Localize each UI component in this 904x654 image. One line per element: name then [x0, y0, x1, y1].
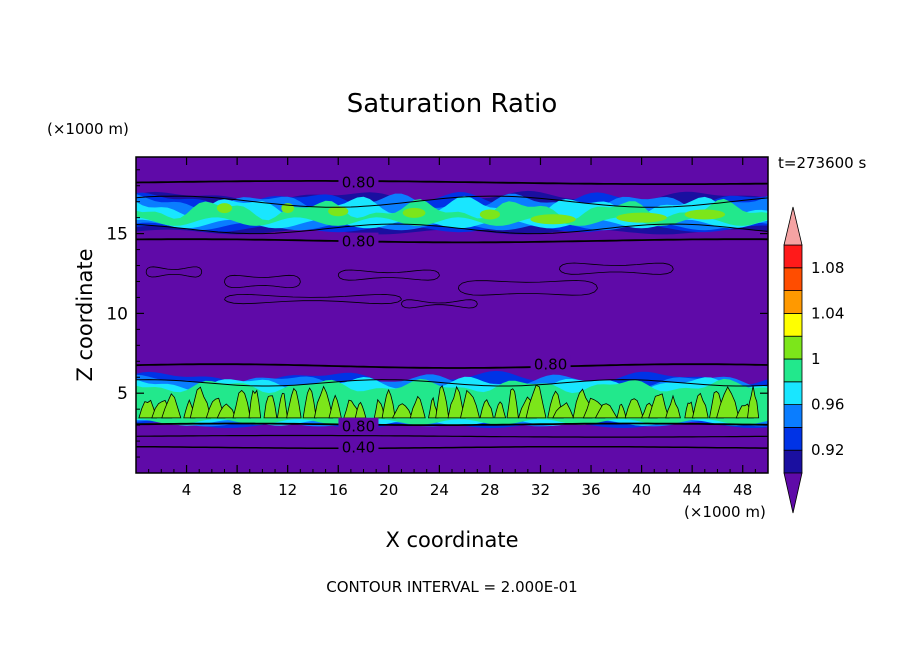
colorbar-swatch — [783, 290, 803, 314]
upper-layer-green-patch — [216, 203, 233, 214]
x-tick-label: 4 — [182, 481, 192, 499]
lower-layer-green-cell — [494, 401, 507, 419]
colorbar-label: 0.92 — [811, 441, 844, 459]
contour-line-0.60 — [136, 434, 768, 438]
lower-layer-green-cell — [161, 393, 182, 419]
x-units-label: (×1000 m) — [684, 503, 766, 521]
chart-title: Saturation Ratio — [347, 89, 558, 119]
lower-layer-green-cell — [692, 392, 709, 419]
contour-label: 0.80 — [342, 233, 375, 251]
x-tick-label: 24 — [430, 481, 449, 499]
contour-loop — [224, 274, 301, 289]
colorbar-swatch — [783, 381, 803, 405]
contour-label-bg — [338, 417, 379, 434]
upper-layer-green-patch — [402, 207, 426, 218]
lower-layer-green-cell — [459, 389, 481, 419]
colorbar-label: 1.04 — [811, 304, 844, 322]
lower-layer-green-cell — [747, 385, 760, 419]
contour-line-upper-layer-bottom — [136, 223, 768, 235]
x-tick-label: 8 — [232, 481, 242, 499]
upper-layer-green-patch — [616, 212, 667, 223]
lower-layer-green-cell — [354, 401, 367, 419]
lower-layer-green-cell — [409, 395, 426, 419]
lower-layer-green-cell — [552, 402, 575, 419]
contour-plot-area — [135, 156, 769, 474]
x-axis-label: X coordinate — [385, 528, 518, 552]
lower-layer-green-cell — [506, 388, 519, 419]
colorbar-swatch — [783, 335, 803, 360]
lower-layer-green-cell — [286, 387, 302, 419]
lower-layer-green-cell — [479, 398, 494, 419]
colorbar-swatch — [783, 312, 803, 337]
contour-label: 0.80 — [534, 355, 567, 373]
lower-layer-green-cell — [525, 384, 547, 419]
x-tick-label: 28 — [480, 481, 499, 499]
contour-line-lower-layer-top — [136, 379, 768, 387]
x-tick-label: 12 — [278, 481, 297, 499]
colorbar-under-triangle — [783, 472, 803, 514]
contour-line-0.80-upper — [136, 238, 768, 244]
y-tick-label: 5 — [117, 384, 128, 404]
lower-layer-green-cell — [665, 394, 681, 419]
colorbar-over-triangle — [783, 206, 803, 246]
colorbar-swatch — [783, 449, 803, 474]
contour-label-bg — [338, 173, 379, 190]
upper-layer-green-patch — [479, 209, 501, 220]
lower-layer-green-cell — [263, 395, 278, 419]
x-tick-label: 16 — [329, 481, 348, 499]
contour-line-0.80-base — [136, 422, 768, 427]
x-tick-label: 48 — [733, 481, 752, 499]
colorbar-swatch — [783, 267, 803, 291]
colorbar-label: 1 — [811, 350, 821, 368]
contour-line-0.80-lower — [136, 363, 768, 369]
contour-line-upper-layer — [136, 195, 768, 208]
x-tick-label: 40 — [632, 481, 651, 499]
upper-layer-green-patch — [530, 214, 576, 225]
y-axis-label: Z coordinate — [73, 248, 97, 381]
contour-label: 0.80 — [342, 418, 375, 436]
lower-layer-green-cell — [248, 389, 262, 419]
contour-loop — [337, 269, 440, 281]
contour-loop — [401, 299, 478, 309]
x-axis: 4 8 12 16 20 24 28 32 36 40 44 48 — [148, 157, 756, 499]
time-label: t=273600 s — [778, 154, 866, 172]
colorbar-label: 1.08 — [811, 259, 844, 277]
upper-layer-aqua-green — [136, 198, 768, 226]
contour-line-0.80-top — [136, 179, 768, 186]
contour-interval-note: CONTOUR INTERVAL = 2.000E-01 — [326, 578, 577, 596]
upper-layer-cyan — [136, 195, 768, 229]
colorbar: 0.92 0.96 1 1.04 1.08 — [783, 206, 844, 514]
colorbar-swatch — [783, 404, 803, 428]
contour-labels: 0.80 0.80 0.80 0.80 0.40 — [338, 173, 571, 456]
contour-loop — [145, 266, 203, 278]
contour-label: 0.40 — [342, 438, 375, 456]
colorbar-label: 0.96 — [811, 396, 844, 414]
x-tick-label: 20 — [379, 481, 398, 499]
x-tick-label: 32 — [531, 481, 550, 499]
x-tick-label: 44 — [683, 481, 702, 499]
y-tick-label: 10 — [106, 304, 128, 324]
lower-layer-green-cell — [328, 394, 342, 419]
contour-label: 0.80 — [342, 174, 375, 192]
y-units-label: (×1000 m) — [47, 120, 129, 138]
upper-layer-green-patch — [684, 209, 726, 220]
upper-layer-green-patch — [328, 206, 349, 217]
contour-label-bg — [338, 232, 379, 249]
contour-loop — [559, 262, 674, 275]
lower-layer-green-cell — [594, 403, 618, 419]
y-axis: 5 10 15 — [106, 169, 768, 458]
colorbar-swatch — [783, 244, 803, 269]
colorbar-swatch — [783, 426, 803, 451]
contour-loop — [224, 293, 402, 305]
y-tick-label: 15 — [106, 225, 128, 245]
x-tick-label: 36 — [581, 481, 600, 499]
contour-label-bg — [338, 438, 379, 455]
contour-loop — [457, 280, 598, 296]
colorbar-swatch — [783, 358, 803, 383]
contour-label-bg — [530, 355, 571, 372]
contour-line-0.40 — [136, 445, 768, 450]
